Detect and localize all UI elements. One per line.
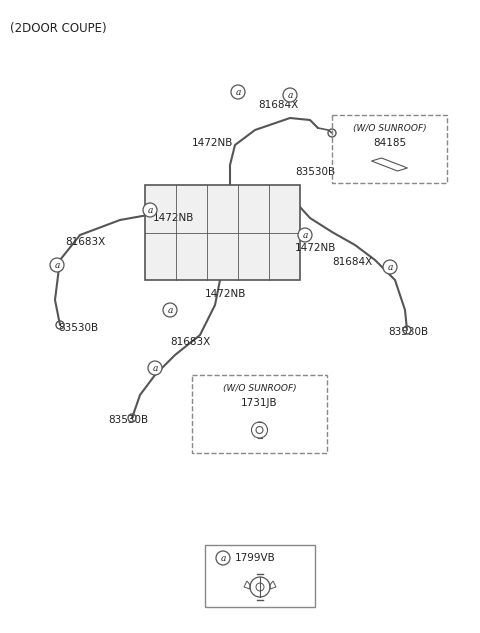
Text: 81683X: 81683X [170, 337, 210, 347]
Text: a: a [235, 88, 240, 97]
Text: (W/O SUNROOF): (W/O SUNROOF) [353, 123, 426, 132]
Text: 1731JB: 1731JB [241, 398, 278, 408]
Text: 84185: 84185 [373, 138, 406, 148]
Circle shape [283, 88, 297, 102]
Text: a: a [387, 263, 393, 272]
Circle shape [231, 85, 245, 99]
Text: a: a [54, 261, 60, 270]
Circle shape [298, 228, 312, 242]
Text: 1472NB: 1472NB [295, 243, 336, 253]
Text: 1472NB: 1472NB [192, 138, 233, 148]
Text: (2DOOR COUPE): (2DOOR COUPE) [10, 22, 107, 35]
Bar [205, 545, 315, 607]
Text: a: a [302, 231, 308, 240]
Text: 81684X: 81684X [258, 100, 298, 110]
Text: (W/O SUNROOF): (W/O SUNROOF) [223, 384, 296, 392]
Text: 83530B: 83530B [388, 327, 428, 337]
Circle shape [216, 551, 230, 565]
Circle shape [383, 260, 397, 274]
Text: 83530B: 83530B [295, 167, 335, 177]
Text: a: a [220, 554, 226, 563]
Circle shape [148, 361, 162, 375]
Text: a: a [147, 206, 153, 215]
Text: a: a [152, 364, 158, 373]
Circle shape [143, 203, 157, 217]
Text: 1472NB: 1472NB [153, 213, 194, 223]
Text: a: a [168, 306, 173, 315]
Text: 81683X: 81683X [65, 237, 105, 247]
Circle shape [50, 258, 64, 272]
Text: 81684X: 81684X [332, 257, 372, 267]
Circle shape [163, 303, 177, 317]
Text: a: a [288, 91, 293, 100]
Bar [145, 185, 300, 280]
Text: 83530B: 83530B [108, 415, 148, 425]
Text: 83530B: 83530B [58, 323, 98, 333]
Text: 1799VB: 1799VB [235, 553, 276, 563]
Text: 1472NB: 1472NB [205, 289, 246, 299]
